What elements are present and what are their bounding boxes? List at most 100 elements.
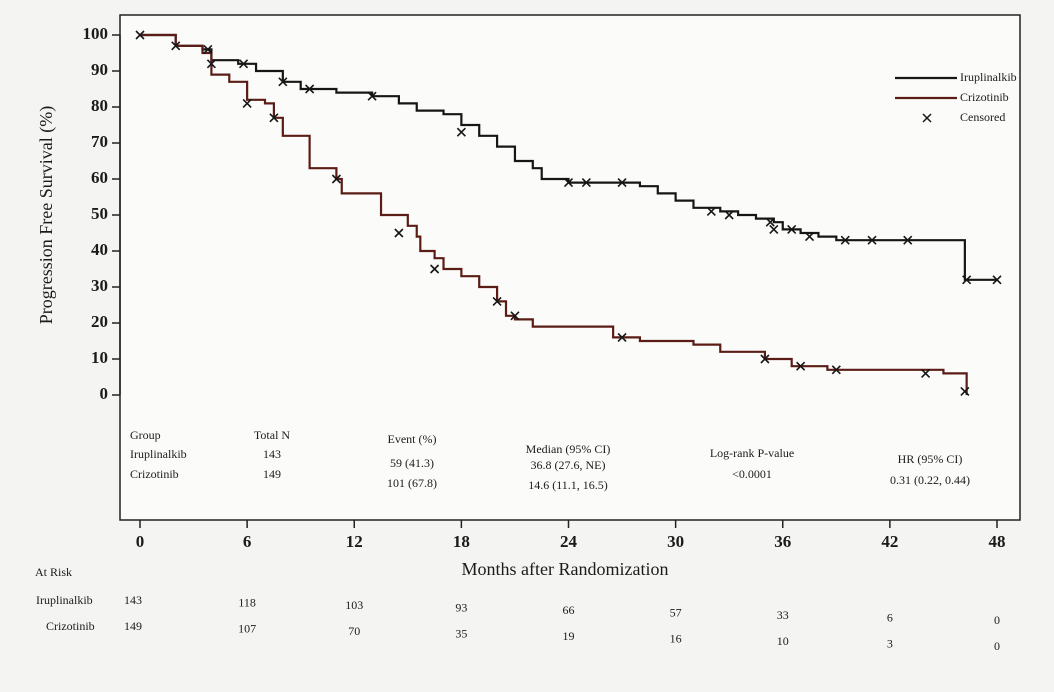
table-cell: 36.8 (27.6, NE) [531,458,606,472]
censor-mark [724,210,734,220]
censor-mark [563,178,574,188]
censor-mark [492,296,502,306]
y-tick-label: 80 [91,96,108,115]
x-tick-label: 18 [453,532,470,551]
y-tick-label: 40 [91,240,108,259]
censor-mark [135,30,145,40]
at-risk-count: 57 [670,605,682,619]
y-tick-label: 50 [91,204,108,223]
table-cell: 149 [263,467,281,481]
censor-mark [706,206,716,216]
x-tick-label: 0 [136,532,145,551]
censor-mark [269,113,279,123]
censor-mark [921,368,931,378]
at-risk-count: 149 [124,619,142,633]
x-tick-label: 48 [989,532,1006,551]
table-cell: Iruplinalkib [130,447,187,461]
censor-mark [238,59,249,69]
legend-label: Censored [960,110,1005,124]
censor-mark [960,386,970,396]
table-header: Log-rank P-value [710,446,794,460]
censor-mark [962,275,972,285]
censor-mark [394,228,404,238]
censor-mark [581,178,591,188]
at-risk-count: 0 [994,639,1000,653]
at-risk-count: 10 [777,634,789,648]
censor-mark [903,235,913,245]
log-rank-p: <0.0001 [732,467,772,481]
censor-mark [765,217,775,227]
table-cell: Crizotinib [130,467,179,481]
at-risk-count: 66 [563,603,575,617]
x-tick-label: 36 [774,532,791,551]
y-tick-label: 10 [91,348,108,367]
table-header: Median (95% CI) [526,442,611,456]
censor-mark [278,77,288,87]
at-risk-count: 33 [777,608,789,622]
y-tick-label: 20 [91,312,108,331]
table-header: Group [130,428,161,442]
at-risk-count: 93 [455,600,467,614]
legend-label: Crizotinib [960,90,1009,104]
at-risk-count: 6 [887,610,893,624]
y-tick-label: 70 [91,132,108,151]
censor-mark [796,361,806,371]
plot-frame [119,14,1021,521]
y-tick-label: 0 [100,384,109,403]
y-axis-label: Progression Free Survival (%) [36,106,57,324]
table-cell: 14.6 (11.1, 16.5) [528,478,608,492]
at-risk-title: At Risk [35,565,72,579]
table-cell: 143 [263,447,281,461]
x-tick-label: 42 [881,532,898,551]
censor-mark [804,232,815,242]
censor-mark [769,224,779,234]
censor-mark [831,365,841,375]
table-header: Event (%) [388,432,437,446]
censor-mark [331,174,341,184]
y-tick-label: 90 [91,60,108,79]
survival-curve [140,33,997,281]
censor-mark [430,264,440,274]
at-risk-group: Crizotinib [46,619,95,633]
survival-curve [140,33,968,395]
censor-mark [203,44,213,54]
censor-mark [456,127,466,137]
censor-mark [867,235,877,245]
censor-mark [171,41,181,51]
censor-mark [760,354,770,364]
y-tick-label: 30 [91,276,108,295]
censor-mark [840,235,850,245]
censor-mark [206,59,216,69]
censor-mark [617,332,627,342]
at-risk-count: 35 [455,626,467,640]
at-risk-count: 70 [348,624,360,638]
at-risk-count: 19 [563,629,575,643]
x-tick-label: 24 [560,532,578,551]
x-tick-label: 12 [346,532,363,551]
censor-mark [510,311,520,321]
censor-mark [787,224,797,234]
censor-mark [617,178,627,188]
x-tick-label: 30 [667,532,684,551]
at-risk-count: 0 [994,613,1000,627]
y-tick-label: 60 [91,168,108,187]
at-risk-count: 107 [238,621,256,635]
censor-mark [992,275,1002,285]
at-risk-count: 103 [345,598,363,612]
censor-mark [367,91,377,101]
table-cell: 59 (41.3) [390,456,434,470]
x-tick-label: 6 [243,532,252,551]
hazard-ratio: 0.31 (0.22, 0.44) [890,473,970,487]
at-risk-count: 3 [887,636,893,650]
y-tick-label: 100 [83,24,109,43]
at-risk-count: 143 [124,593,142,607]
at-risk-count: 118 [238,595,256,609]
legend-marker [922,113,932,123]
legend-label: Iruplinalkib [960,70,1017,84]
censor-mark [305,84,315,94]
table-cell: 101 (67.8) [387,476,437,490]
censor-mark [242,98,252,108]
at-risk-count: 16 [670,631,682,645]
